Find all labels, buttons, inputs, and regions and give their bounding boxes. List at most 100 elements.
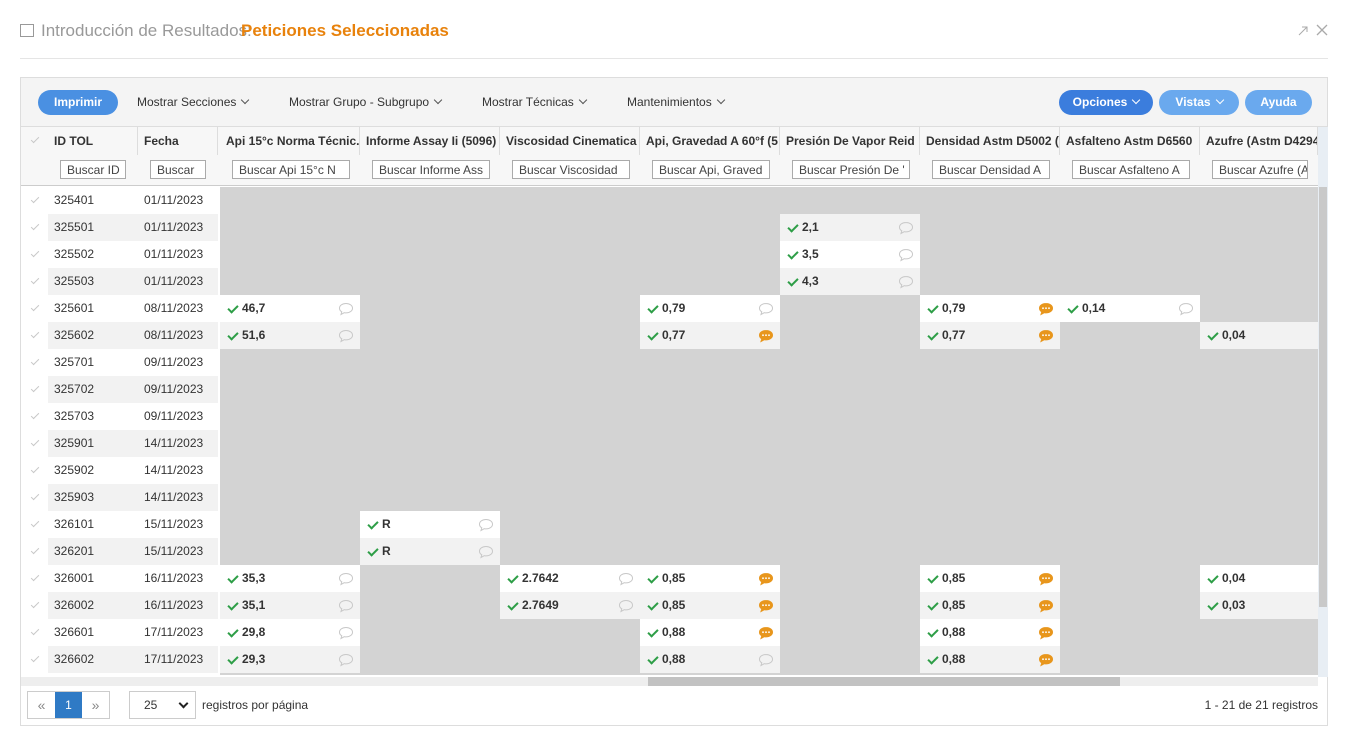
row-check[interactable] [21, 646, 48, 673]
row-check[interactable] [21, 349, 48, 376]
result-cell[interactable]: 46,7 [220, 295, 360, 322]
column-filter[interactable]: Buscar Api, Graved [652, 160, 770, 179]
comment-icon[interactable] [338, 302, 354, 316]
column-filter[interactable]: Buscar [150, 160, 206, 179]
result-cell[interactable]: 0,85 [640, 592, 780, 619]
maintenance-menu[interactable]: Mantenimientos [627, 90, 725, 115]
comment-icon[interactable] [758, 653, 774, 667]
result-cell[interactable]: 51,6 [220, 322, 360, 349]
result-cell[interactable]: 0,85 [640, 565, 780, 592]
result-cell[interactable]: 0,77 [920, 322, 1060, 349]
result-cell[interactable]: 2.7649 [500, 592, 640, 619]
result-cell[interactable]: 35,3 [220, 565, 360, 592]
result-cell[interactable]: 0,04 [1200, 565, 1318, 592]
current-page[interactable]: 1 [55, 692, 82, 718]
column-filter[interactable]: Buscar Azufre (Astm [1212, 160, 1308, 179]
comment-icon[interactable] [758, 626, 774, 640]
result-cell[interactable]: 0,88 [920, 646, 1060, 673]
comment-icon[interactable] [898, 275, 914, 289]
row-check[interactable] [21, 457, 48, 484]
row-check[interactable] [21, 268, 48, 295]
column-filter[interactable]: Buscar Asfalteno A [1072, 160, 1190, 179]
result-cell[interactable]: R [360, 511, 500, 538]
print-button[interactable]: Imprimir [38, 90, 118, 115]
comment-icon[interactable] [338, 329, 354, 343]
result-cell[interactable]: 35,1 [220, 592, 360, 619]
comment-icon[interactable] [478, 545, 494, 559]
comment-icon[interactable] [1038, 599, 1054, 613]
row-check[interactable] [21, 322, 48, 349]
result-cell[interactable]: 2,1 [780, 214, 920, 241]
row-check[interactable] [21, 484, 48, 511]
result-cell[interactable]: 0,79 [920, 295, 1060, 322]
result-cell[interactable]: 0,04 [1200, 322, 1318, 349]
comment-icon[interactable] [1178, 302, 1194, 316]
v-scroll-thumb[interactable] [1319, 187, 1327, 607]
result-cell[interactable]: 0,85 [920, 565, 1060, 592]
comment-icon[interactable] [478, 518, 494, 532]
comment-icon[interactable] [758, 599, 774, 613]
row-check[interactable] [21, 565, 48, 592]
row-check[interactable] [21, 187, 48, 214]
column-filter[interactable]: Buscar Densidad A [932, 160, 1050, 179]
comment-icon[interactable] [338, 626, 354, 640]
result-cell[interactable]: 29,8 [220, 619, 360, 646]
comment-icon[interactable] [338, 572, 354, 586]
comment-icon[interactable] [618, 599, 634, 613]
column-filter[interactable]: Buscar Api 15°c N [232, 160, 350, 179]
column-filter[interactable]: Buscar Presión De ' [792, 160, 910, 179]
result-cell[interactable]: 3,5 [780, 241, 920, 268]
row-check[interactable] [21, 403, 48, 430]
result-cell[interactable]: 0,14 [1060, 295, 1200, 322]
result-cell[interactable]: 0,88 [640, 619, 780, 646]
column-filter[interactable]: Buscar ID [60, 160, 126, 179]
comment-icon[interactable] [1038, 302, 1054, 316]
comment-icon[interactable] [1038, 329, 1054, 343]
sections-menu[interactable]: Mostrar Secciones [137, 90, 250, 115]
help-button[interactable]: Ayuda [1245, 90, 1312, 115]
column-header: Presión De Vapor Reid [780, 127, 920, 155]
result-cell[interactable]: 4,3 [780, 268, 920, 295]
first-page[interactable]: « [37, 697, 46, 713]
comment-icon[interactable] [618, 572, 634, 586]
row-check[interactable] [21, 538, 48, 565]
techniques-menu[interactable]: Mostrar Técnicas [482, 90, 588, 115]
result-cell[interactable]: 0,88 [640, 646, 780, 673]
row-check[interactable] [21, 430, 48, 457]
column-filter[interactable]: Buscar Viscosidad [512, 160, 630, 179]
result-cell[interactable]: 0,85 [920, 592, 1060, 619]
views-button[interactable]: Vistas [1159, 90, 1239, 115]
comment-icon[interactable] [758, 572, 774, 586]
row-check[interactable] [21, 511, 48, 538]
h-scroll-thumb[interactable] [648, 677, 1120, 686]
groups-menu[interactable]: Mostrar Grupo - Subgrupo [289, 90, 443, 115]
result-cell[interactable]: 2.7642 [500, 565, 640, 592]
comment-icon[interactable] [898, 248, 914, 262]
result-cell[interactable]: 29,3 [220, 646, 360, 673]
comment-icon[interactable] [338, 653, 354, 667]
row-check[interactable] [21, 241, 48, 268]
options-button[interactable]: Opciones [1059, 90, 1153, 115]
page-size-select[interactable]: 25 [129, 691, 196, 719]
comment-icon[interactable] [758, 302, 774, 316]
result-cell[interactable]: R [360, 538, 500, 565]
comment-icon[interactable] [898, 221, 914, 235]
minimize-button[interactable] [1297, 25, 1309, 40]
result-cell[interactable]: 0,88 [920, 619, 1060, 646]
row-check[interactable] [21, 619, 48, 646]
close-button[interactable] [1316, 23, 1328, 41]
comment-icon[interactable] [1038, 626, 1054, 640]
comment-icon[interactable] [338, 599, 354, 613]
comment-icon[interactable] [1038, 572, 1054, 586]
row-check[interactable] [21, 592, 48, 619]
result-cell[interactable]: 0,03 [1200, 592, 1318, 619]
column-filter[interactable]: Buscar Informe Ass [372, 160, 490, 179]
comment-icon[interactable] [1038, 653, 1054, 667]
last-page[interactable]: » [91, 697, 100, 713]
row-check[interactable] [21, 295, 48, 322]
row-check[interactable] [21, 376, 48, 403]
result-cell[interactable]: 0,79 [640, 295, 780, 322]
row-check[interactable] [21, 214, 48, 241]
result-cell[interactable]: 0,77 [640, 322, 780, 349]
comment-icon[interactable] [758, 329, 774, 343]
